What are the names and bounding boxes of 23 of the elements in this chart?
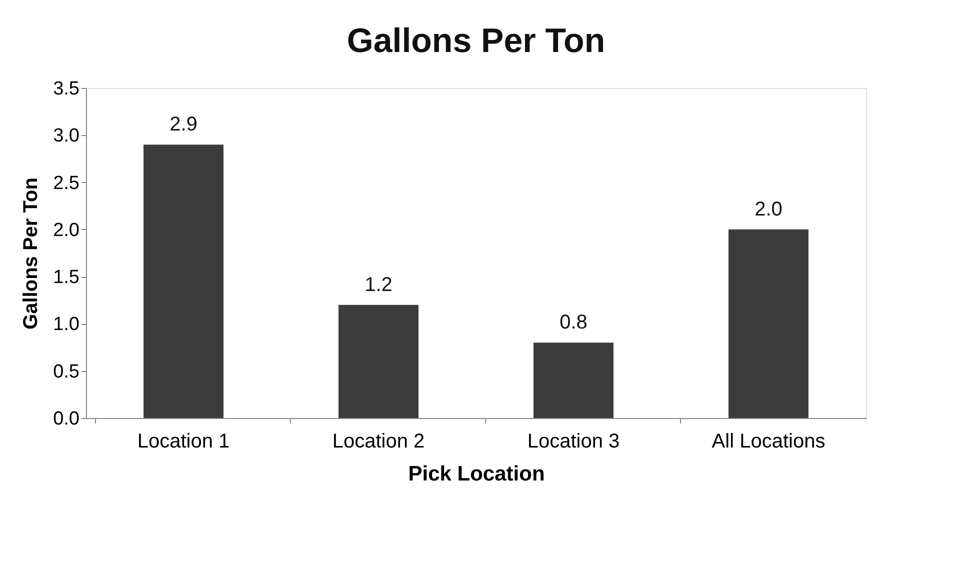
data-label: 1.2 (364, 274, 392, 296)
data-label: 2.0 (754, 198, 782, 220)
bar (338, 304, 418, 418)
y-tick-label: 0.5 (53, 361, 80, 382)
y-tick-label: 1.0 (53, 314, 80, 336)
data-label: 2.9 (170, 114, 198, 136)
y-tick-label: 1.5 (53, 267, 80, 288)
chart-title: Gallons Per Ton (346, 22, 606, 60)
bar (728, 229, 808, 418)
x-tick-label: All Locations (712, 430, 826, 452)
data-label: 0.8 (560, 312, 588, 334)
x-tick-label: Location 2 (332, 430, 425, 452)
y-tick-label: 3.5 (53, 78, 80, 100)
x-tick-label: Location 1 (137, 430, 230, 452)
x-axis-title: Pick Location (408, 462, 545, 486)
x-tick-label: Location 3 (527, 430, 620, 452)
bar (144, 144, 224, 418)
bar (534, 342, 614, 418)
y-tick-label: 3.0 (53, 126, 80, 147)
y-tick-label: 0.0 (53, 408, 80, 430)
y-tick-label: 2.0 (53, 220, 80, 241)
y-axis-title: Gallons Per Ton (20, 178, 42, 330)
y-tick-label: 2.5 (53, 172, 80, 194)
